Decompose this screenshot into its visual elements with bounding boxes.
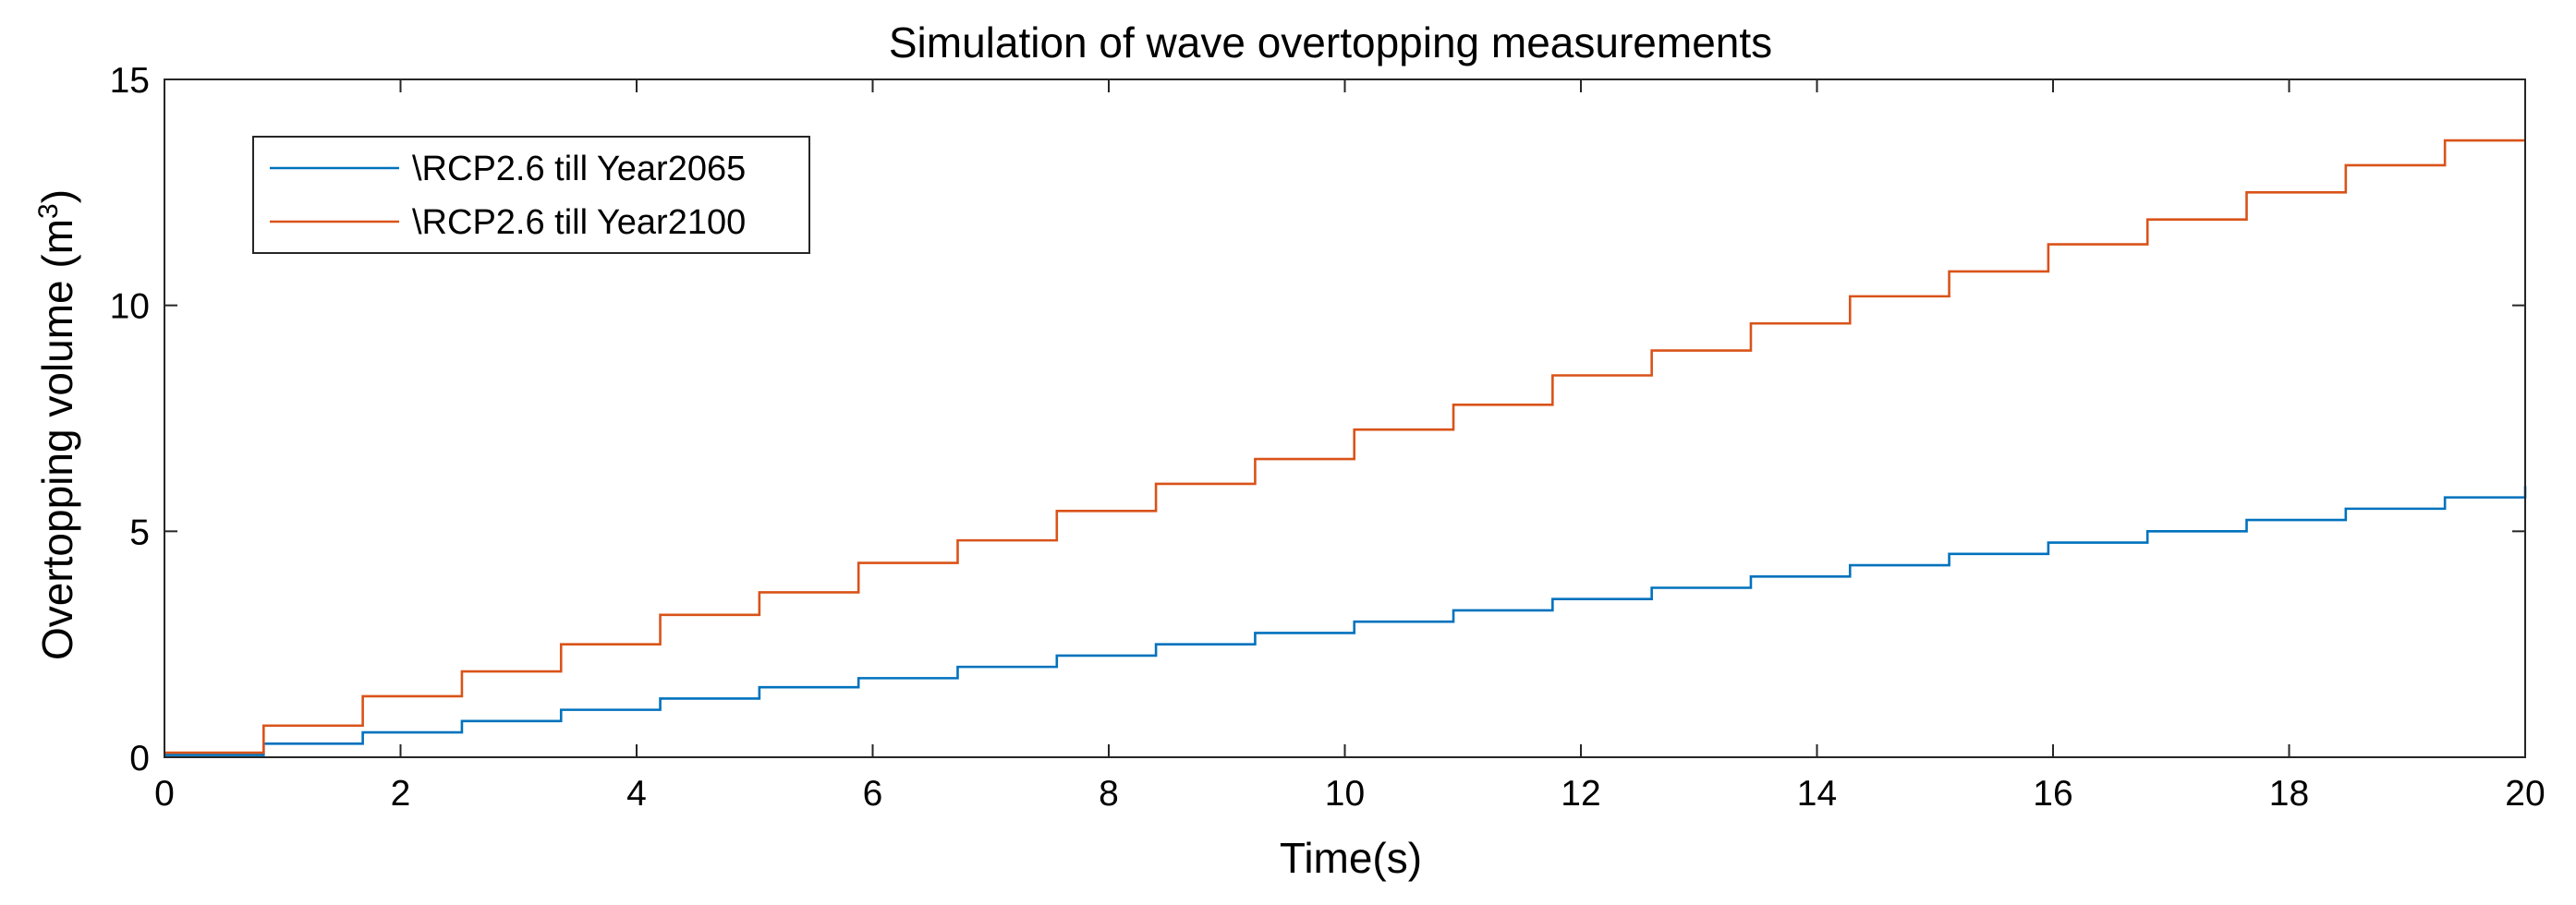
y-tick-label: 0	[129, 739, 150, 778]
x-tick-label: 20	[2505, 774, 2545, 814]
y-axis-label-close: )	[33, 189, 81, 203]
y-tick-label: 10	[110, 287, 150, 327]
x-tick-label: 6	[863, 774, 883, 814]
chart-title: Simulation of wave overtopping measureme…	[889, 18, 1772, 66]
x-tick-label: 4	[626, 774, 647, 814]
x-tick-label: 16	[2033, 774, 2072, 814]
y-tick-label: 5	[129, 513, 150, 552]
y-axis-label-superscript: 3	[33, 203, 64, 219]
y-axis-label-main: Overtopping volume (m	[33, 219, 81, 660]
x-tick-label: 10	[1325, 774, 1365, 814]
legend-label-2: \RCP2.6 till Year2100	[412, 203, 746, 242]
legend: \RCP2.6 till Year2065 \RCP2.6 till Year21…	[252, 136, 810, 254]
x-tick-label: 2	[391, 774, 411, 814]
legend-box	[252, 136, 810, 254]
y-tick-label: 15	[110, 61, 150, 101]
x-tick-label: 0	[154, 774, 175, 814]
x-tick-label: 14	[1797, 774, 1837, 814]
x-tick-label: 8	[1099, 774, 1119, 814]
legend-label-1: \RCP2.6 till Year2065	[412, 150, 746, 188]
series-line-2	[164, 139, 2525, 754]
y-axis-label: Overtopping volume (m3)	[33, 189, 82, 660]
axis-layer: 0 2 4 6 8 10 12 14 16 18 20 0 5 10 15	[110, 61, 2546, 814]
x-tick-label: 18	[2269, 774, 2309, 814]
series-layer	[164, 139, 2527, 756]
x-axis-label: Time(s)	[1280, 834, 1422, 882]
x-tick-label: 12	[1561, 774, 1600, 814]
series-line-1	[164, 486, 2527, 756]
